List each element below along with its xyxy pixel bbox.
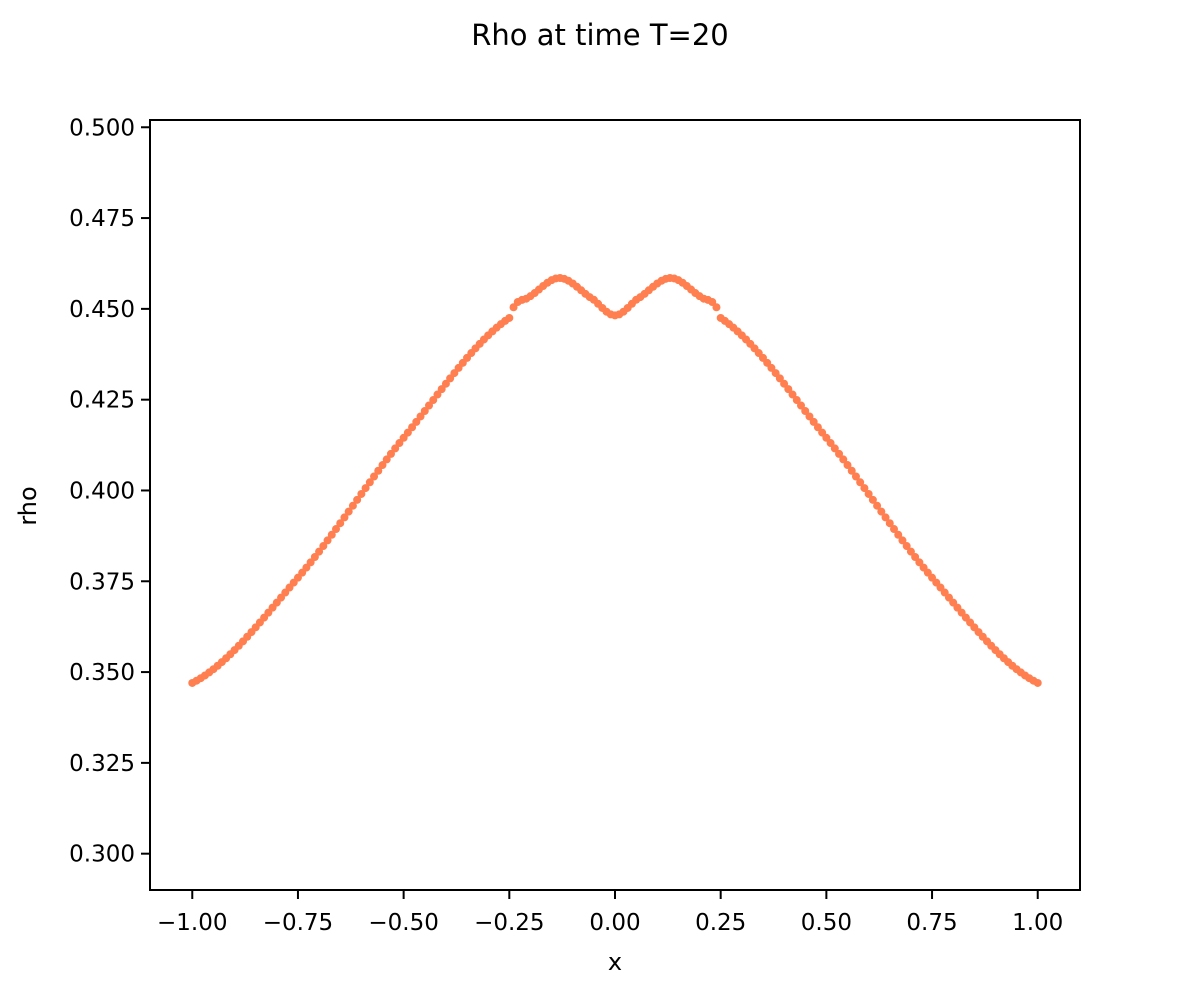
data-point [336,519,345,528]
data-point [847,466,856,475]
x-tick-label: −0.50 [368,910,438,936]
data-point [319,542,328,551]
data-point [864,489,873,498]
plot-area [150,120,1080,890]
data-point [437,385,446,394]
data-point [420,406,429,415]
data-point [898,536,907,545]
data-point [792,396,801,405]
data-point [374,466,383,475]
data-point [877,507,886,516]
chart-title: Rho at time T=20 [471,18,729,52]
data-point [856,478,865,487]
x-tick-label: −1.00 [157,910,227,936]
data-point [416,412,425,421]
x-axis-ticks: −1.00 −0.75 −0.50 −0.25 0.00 0.25 0.50 0.75 1.00 [157,890,1063,936]
x-tick-label: 0.75 [906,910,957,936]
y-tick-label: 0.500 [69,115,135,141]
data-point [805,412,814,421]
data-series [188,273,1042,687]
data-point [826,439,835,448]
data-point [775,374,784,383]
x-tick-label: 0.25 [695,910,746,936]
data-point [902,542,911,551]
data-point [839,455,848,464]
data-point [712,303,721,312]
data-point [843,461,852,470]
data-point [332,525,340,534]
x-tick-label: −0.75 [263,910,333,936]
x-tick-label: −0.25 [474,910,544,936]
data-point [885,519,894,528]
data-point [412,417,421,426]
data-point [890,525,898,534]
data-point [505,313,514,322]
data-point [797,401,805,410]
data-point [429,396,438,405]
y-tick-label: 0.350 [69,660,135,686]
y-axis-ticks: 0.300 0.325 0.350 0.375 0.400 0.425 0.450 0.475… [69,115,150,868]
data-point [868,495,877,504]
data-point [310,553,319,562]
data-point [361,484,370,493]
x-tick-label: 0.00 [589,910,640,936]
data-point [894,530,903,539]
y-tick-label: 0.325 [69,751,135,777]
data-point [441,379,450,388]
data-point [873,501,882,510]
data-point [788,390,797,399]
data-point [378,461,387,470]
data-point [881,513,890,522]
data-point [365,478,374,487]
data-point [801,406,810,415]
data-point [851,472,860,481]
data-point [780,379,789,388]
data-point [327,530,336,539]
x-tick-label: 0.50 [801,910,852,936]
data-point [315,547,324,556]
data-point [1033,678,1042,687]
y-tick-label: 0.300 [69,842,135,868]
y-tick-label: 0.425 [69,388,135,414]
data-point [306,558,315,567]
plot-frame [149,119,1081,891]
y-axis-label: rho [14,486,42,525]
data-point [370,472,379,481]
data-point [391,444,400,453]
x-tick-label: 1.00 [1012,910,1063,936]
y-tick-label: 0.375 [69,569,135,595]
data-point [382,455,391,464]
data-point [830,444,839,453]
y-tick-label: 0.450 [69,297,135,323]
data-point [433,390,442,399]
y-tick-label: 0.475 [69,206,135,232]
data-point [348,501,357,510]
data-point [425,401,433,410]
data-point [386,449,395,458]
data-point [809,417,818,426]
y-tick-label: 0.400 [69,478,135,504]
data-point [906,547,915,556]
data-point [911,553,920,562]
data-point [408,423,417,432]
data-point [353,495,362,504]
data-point [784,385,793,394]
data-point [344,507,353,516]
data-point [340,513,349,522]
data-point [357,489,366,498]
data-point [323,536,332,545]
data-point [835,449,844,458]
x-axis-label: x [608,948,622,976]
data-point [860,484,869,493]
